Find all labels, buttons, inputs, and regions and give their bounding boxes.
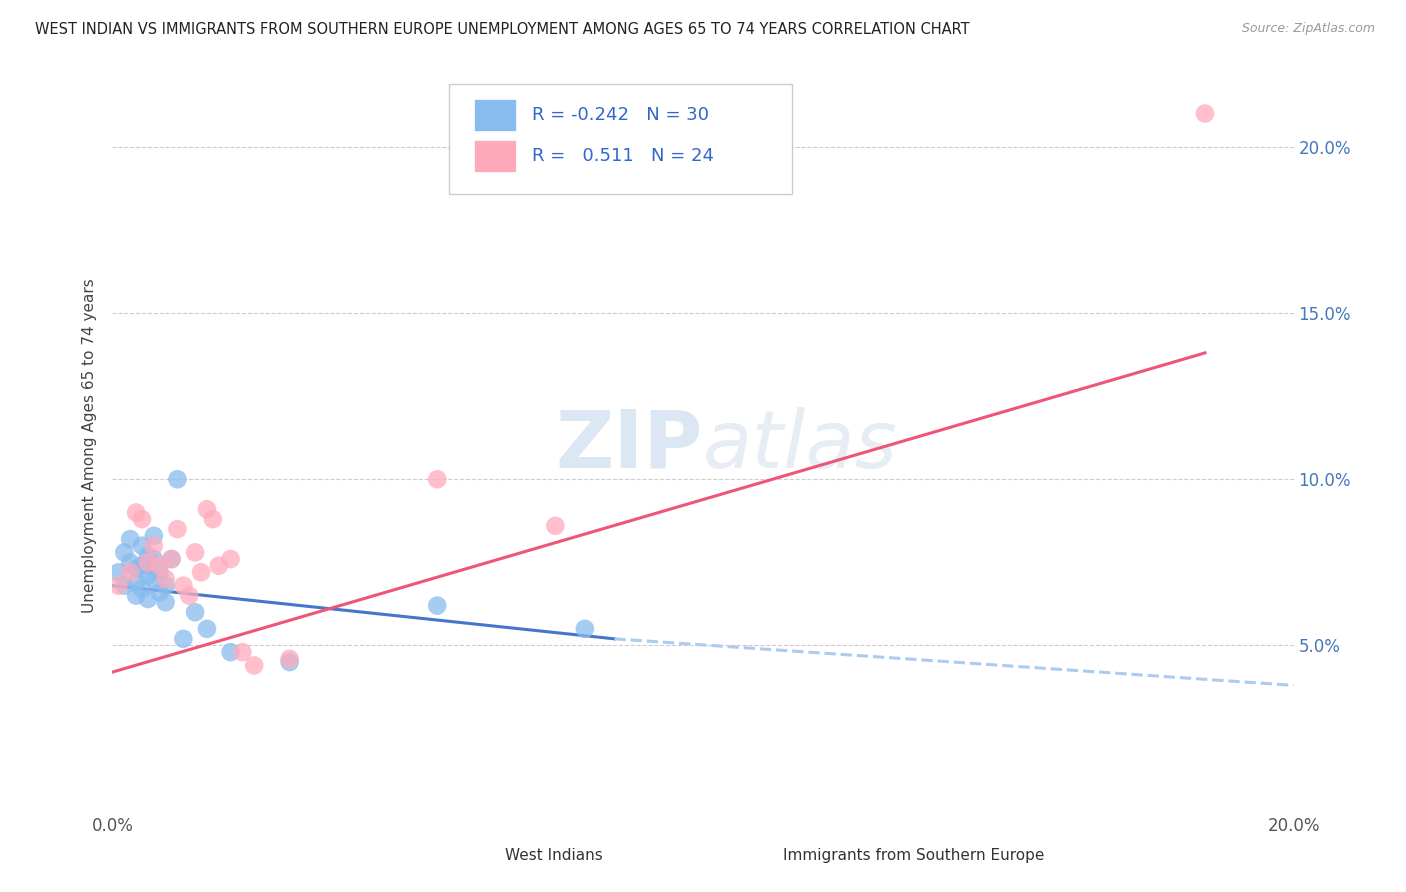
Point: [136, 568, 159, 582]
Point: [184, 545, 207, 559]
Point: [131, 582, 153, 596]
Point: [131, 558, 153, 573]
Point: [125, 506, 148, 520]
Text: Source: ZipAtlas.com: Source: ZipAtlas.com: [1241, 22, 1375, 36]
Point: [142, 539, 165, 553]
Text: R =   0.511   N = 24: R = 0.511 N = 24: [531, 146, 714, 165]
Point: [1194, 106, 1216, 120]
Point: [107, 566, 129, 580]
Point: [195, 502, 218, 516]
Text: WEST INDIAN VS IMMIGRANTS FROM SOUTHERN EUROPE UNEMPLOYMENT AMONG AGES 65 TO 74 : WEST INDIAN VS IMMIGRANTS FROM SOUTHERN …: [35, 22, 970, 37]
Point: [155, 572, 177, 586]
Point: [278, 655, 301, 669]
Point: [155, 595, 177, 609]
Y-axis label: Unemployment Among Ages 65 to 74 years: Unemployment Among Ages 65 to 74 years: [82, 278, 97, 614]
Point: [426, 599, 449, 613]
Point: [120, 532, 142, 546]
Text: R = -0.242   N = 30: R = -0.242 N = 30: [531, 106, 709, 124]
FancyBboxPatch shape: [458, 844, 499, 871]
Text: ZIP: ZIP: [555, 407, 703, 485]
Point: [155, 579, 177, 593]
Point: [136, 591, 159, 606]
Point: [166, 472, 188, 486]
Point: [179, 589, 201, 603]
Point: [231, 645, 253, 659]
Point: [166, 522, 188, 536]
FancyBboxPatch shape: [737, 844, 776, 871]
Point: [131, 539, 153, 553]
Point: [112, 545, 135, 559]
Point: [142, 552, 165, 566]
Text: Immigrants from Southern Europe: Immigrants from Southern Europe: [783, 848, 1045, 863]
Point: [201, 512, 224, 526]
Point: [136, 549, 159, 563]
Point: [149, 585, 172, 599]
Point: [120, 566, 142, 580]
Point: [149, 566, 172, 580]
Text: atlas: atlas: [703, 407, 898, 485]
Point: [208, 558, 231, 573]
Point: [107, 579, 129, 593]
Point: [172, 579, 194, 593]
Point: [243, 658, 266, 673]
FancyBboxPatch shape: [449, 84, 792, 194]
Point: [219, 552, 242, 566]
Point: [125, 562, 148, 576]
Point: [136, 555, 159, 569]
Point: [190, 566, 212, 580]
FancyBboxPatch shape: [474, 139, 516, 171]
Text: West Indians: West Indians: [505, 848, 602, 863]
Point: [149, 558, 172, 573]
Point: [544, 518, 567, 533]
Point: [172, 632, 194, 646]
Point: [160, 552, 183, 566]
Point: [219, 645, 242, 659]
Point: [574, 622, 596, 636]
Point: [195, 622, 218, 636]
Point: [142, 572, 165, 586]
Point: [120, 555, 142, 569]
Point: [426, 472, 449, 486]
Point: [278, 652, 301, 666]
Point: [160, 552, 183, 566]
Point: [112, 579, 135, 593]
Point: [125, 589, 148, 603]
Point: [131, 512, 153, 526]
Point: [184, 605, 207, 619]
Point: [125, 575, 148, 590]
Point: [142, 529, 165, 543]
FancyBboxPatch shape: [474, 99, 516, 131]
